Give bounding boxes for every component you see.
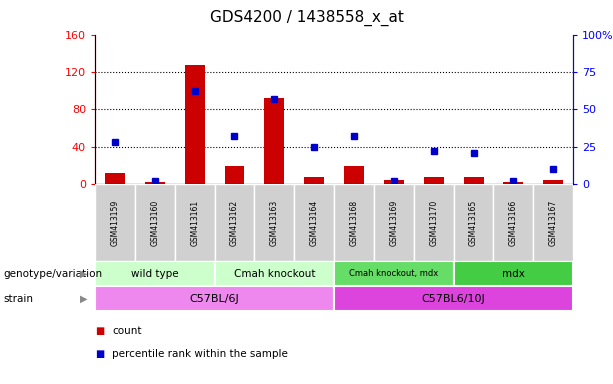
Text: mdx: mdx — [502, 268, 525, 279]
Text: GSM413161: GSM413161 — [190, 200, 199, 246]
Text: GSM413168: GSM413168 — [349, 200, 359, 246]
Text: GSM413169: GSM413169 — [389, 200, 398, 246]
Text: ▶: ▶ — [80, 268, 88, 279]
Bar — [384, 180, 404, 184]
Text: GSM413167: GSM413167 — [549, 200, 558, 246]
Text: GSM413160: GSM413160 — [150, 200, 159, 246]
Bar — [224, 166, 245, 184]
Text: GSM413166: GSM413166 — [509, 200, 518, 246]
Bar — [533, 184, 573, 261]
Bar — [334, 261, 454, 286]
Text: GSM413165: GSM413165 — [469, 200, 478, 246]
Text: GSM413164: GSM413164 — [310, 200, 319, 246]
Bar — [374, 184, 414, 261]
Bar — [344, 166, 364, 184]
Bar — [463, 177, 484, 184]
Bar — [175, 184, 215, 261]
Bar — [215, 184, 254, 261]
Bar — [503, 182, 524, 184]
Text: Cmah knockout: Cmah knockout — [234, 268, 315, 279]
Bar — [334, 286, 573, 311]
Text: count: count — [112, 326, 142, 336]
Bar — [454, 261, 573, 286]
Bar — [294, 184, 334, 261]
Text: ■: ■ — [95, 326, 104, 336]
Bar — [95, 286, 334, 311]
Bar — [105, 173, 125, 184]
Text: GSM413170: GSM413170 — [429, 200, 438, 246]
Bar — [424, 177, 444, 184]
Bar — [493, 184, 533, 261]
Text: GSM413162: GSM413162 — [230, 200, 239, 246]
Bar — [95, 261, 215, 286]
Bar — [215, 261, 334, 286]
Text: percentile rank within the sample: percentile rank within the sample — [112, 349, 288, 359]
Text: ■: ■ — [95, 349, 104, 359]
Bar — [543, 180, 563, 184]
Text: GDS4200 / 1438558_x_at: GDS4200 / 1438558_x_at — [210, 10, 403, 26]
Text: genotype/variation: genotype/variation — [3, 268, 102, 279]
Text: Cmah knockout, mdx: Cmah knockout, mdx — [349, 269, 438, 278]
Bar — [304, 177, 324, 184]
Bar — [135, 184, 175, 261]
Bar — [454, 184, 493, 261]
Text: wild type: wild type — [131, 268, 178, 279]
Bar — [254, 184, 294, 261]
Bar — [145, 182, 165, 184]
Bar — [334, 184, 374, 261]
Text: C57BL/6J: C57BL/6J — [189, 293, 240, 304]
Bar — [414, 184, 454, 261]
Text: ▶: ▶ — [80, 293, 88, 304]
Text: C57BL6/10J: C57BL6/10J — [422, 293, 485, 304]
Bar — [185, 65, 205, 184]
Text: GSM413159: GSM413159 — [110, 200, 120, 246]
Text: strain: strain — [3, 293, 33, 304]
Text: GSM413163: GSM413163 — [270, 200, 279, 246]
Bar — [264, 98, 284, 184]
Bar — [95, 184, 135, 261]
